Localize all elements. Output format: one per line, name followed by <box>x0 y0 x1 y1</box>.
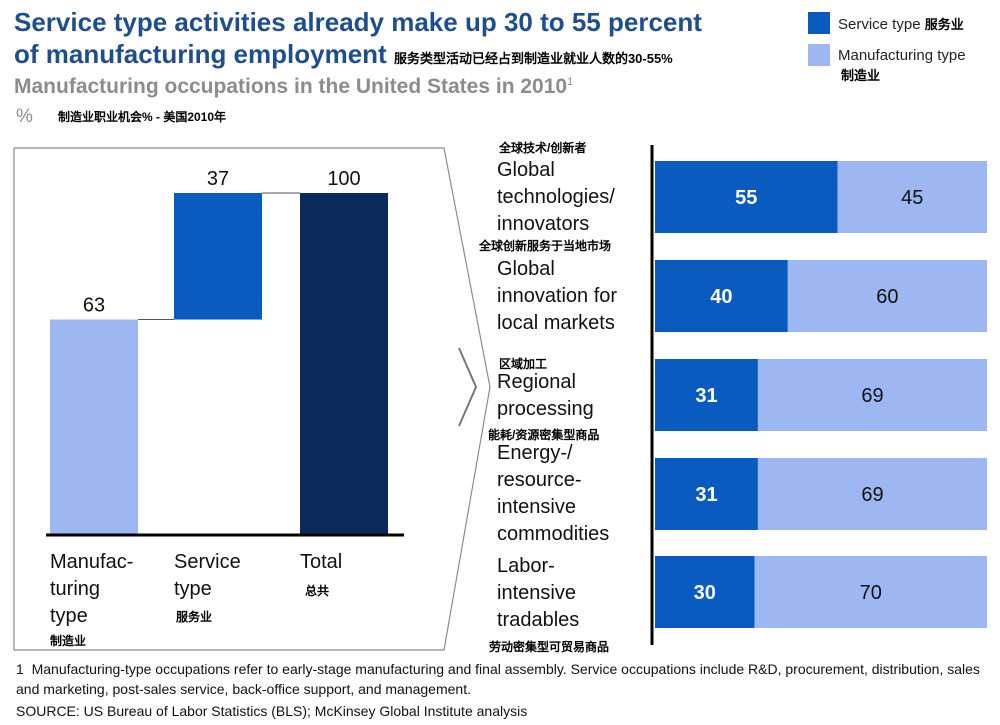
left-category-service: Service type <box>174 549 241 603</box>
title-line-1: Service type activities already make up … <box>14 7 702 37</box>
left-category-manufacturing-line3: type <box>50 605 88 627</box>
left-category-manufacturing-line1: Manufac- <box>50 551 134 573</box>
legend-service-text: Service type <box>838 16 921 33</box>
stacked-value-manufacturing-4: 69 <box>861 484 883 506</box>
subtitle-footnote-marker: 1 <box>567 76 574 88</box>
title-line-2-text: of manufacturing employment <box>14 39 387 69</box>
right-category-5-line2: intensive <box>497 582 576 604</box>
right-category-4-line4: commodities <box>497 523 610 545</box>
left-category-total-cn: 总共 <box>305 584 330 598</box>
stacked-bar-manufacturing-5 <box>754 556 987 628</box>
stacked-value-service-2: 40 <box>710 286 732 308</box>
stacked-value-service-5: 30 <box>694 582 716 604</box>
stacked-value-service-4: 31 <box>695 484 717 506</box>
right-category-4: Energy-/ resource- intensive commodities <box>497 440 609 548</box>
stacked-bar-manufacturing-1 <box>837 161 987 233</box>
right-category-5-cn: 劳动密集型可贸易商品 <box>489 640 610 654</box>
unit-label: % <box>16 106 33 127</box>
waterfall-value-label-2: 37 <box>207 168 229 190</box>
right-category-4-line1: Energy-/ <box>497 442 573 464</box>
right-category-1: Global technologies/ innovators <box>497 157 615 238</box>
right-category-2-line3: local markets <box>497 312 615 334</box>
stacked-bar-service-1 <box>655 161 838 233</box>
right-category-5-line3: tradables <box>497 609 580 631</box>
right-category-1-line1: Global <box>497 159 555 181</box>
stacked-value-manufacturing-1: 45 <box>901 187 923 209</box>
right-category-5-line1: Labor- <box>497 555 555 577</box>
title-line-2: of manufacturing employment 服务类型活动已经占到制造… <box>14 38 702 75</box>
stacked-bar-service-5 <box>655 556 755 628</box>
title-cn: 服务类型活动已经占到制造业就业人数的30-55% <box>393 51 673 66</box>
legend-manufacturing-cn: 制造业 <box>841 68 881 83</box>
right-category-4-line3: intensive <box>497 496 576 518</box>
left-category-service-line2: type <box>174 578 212 600</box>
waterfall-bar-3 <box>300 193 388 535</box>
title: Service type activities already make up … <box>14 6 702 75</box>
stacked-bar-service-2 <box>655 260 788 332</box>
left-category-service-line1: Service <box>174 551 241 573</box>
left-category-total-line1: Total <box>300 551 343 573</box>
left-category-manufacturing-line2: turing <box>50 578 101 600</box>
subtitle-text: Manufacturing occupations in the United … <box>14 75 568 98</box>
footnote: 1 Manufacturing-type occupations refer t… <box>16 659 991 699</box>
legend-service-swatch <box>808 12 830 34</box>
stacked-value-manufacturing-3: 69 <box>861 385 883 407</box>
legend-manufacturing-label: Manufacturing type 制造业 <box>838 46 966 86</box>
right-category-3-line2: processing <box>497 398 594 420</box>
waterfall-bar-1 <box>50 319 138 535</box>
legend-manufacturing-swatch <box>808 44 830 66</box>
stacked-value-service-1: 55 <box>735 187 757 209</box>
footnote-number: 1 <box>16 661 24 677</box>
subtitle: Manufacturing occupations in the United … <box>14 75 573 99</box>
right-category-3-line1: Regional <box>497 371 576 393</box>
waterfall-chart: 63 37 100 <box>46 168 404 537</box>
right-category-1-line2: technologies/ <box>497 186 615 208</box>
footnote-text: Manufacturing-type occupations refer to … <box>16 661 980 697</box>
left-category-service-cn: 服务业 <box>176 610 213 624</box>
left-panel-frame <box>13 147 491 651</box>
right-category-4-cn: 能耗/资源密集型商品 <box>488 428 600 442</box>
stacked-bar-service-4 <box>655 458 758 530</box>
right-category-5: Labor- intensive tradables <box>497 553 579 634</box>
legend-service-cn: 服务业 <box>924 17 964 32</box>
left-category-manufacturing: Manufac- turing type <box>50 549 133 630</box>
right-category-2-cn: 全球创新服务于当地市场 <box>479 239 612 253</box>
left-category-total: Total <box>300 549 342 576</box>
right-category-4-line2: resource- <box>497 469 582 491</box>
right-category-3-cn: 区域加工 <box>499 357 548 371</box>
right-category-2: Global innovation for local markets <box>497 256 617 337</box>
stacked-bar-manufacturing-2 <box>787 260 987 332</box>
legend-service-label: Service type 服务业 <box>838 14 964 33</box>
right-category-1-line3: innovators <box>497 213 590 235</box>
stacked-value-manufacturing-2: 60 <box>876 286 898 308</box>
stacked-value-service-3: 31 <box>695 385 717 407</box>
callout-chevron-icon <box>458 347 478 427</box>
stacked-bar-service-3 <box>655 359 758 431</box>
source: SOURCE: US Bureau of Labor Statistics (B… <box>16 703 528 719</box>
right-category-3: Regional processing <box>497 369 594 423</box>
right-category-2-line1: Global <box>497 258 555 280</box>
legend-manufacturing-text: Manufacturing type <box>838 47 966 64</box>
callout-frame <box>13 147 491 651</box>
waterfall-value-label-3: 100 <box>327 168 360 190</box>
stacked-bar-manufacturing-4 <box>757 458 987 530</box>
left-category-manufacturing-cn: 制造业 <box>50 634 87 648</box>
waterfall-bar-2 <box>174 193 262 320</box>
waterfall-value-label-1: 63 <box>83 295 105 317</box>
unit-label-cn: 制造业职业机会% - 美国2010年 <box>58 110 227 124</box>
stacked-bar-chart: 55 45 40 60 31 69 31 69 30 70 <box>650 145 987 645</box>
right-category-2-line2: innovation for <box>497 285 618 307</box>
stacked-bar-manufacturing-3 <box>757 359 987 431</box>
right-category-1-cn: 全球技术/创新者 <box>499 141 587 155</box>
stacked-value-manufacturing-5: 70 <box>860 582 882 604</box>
